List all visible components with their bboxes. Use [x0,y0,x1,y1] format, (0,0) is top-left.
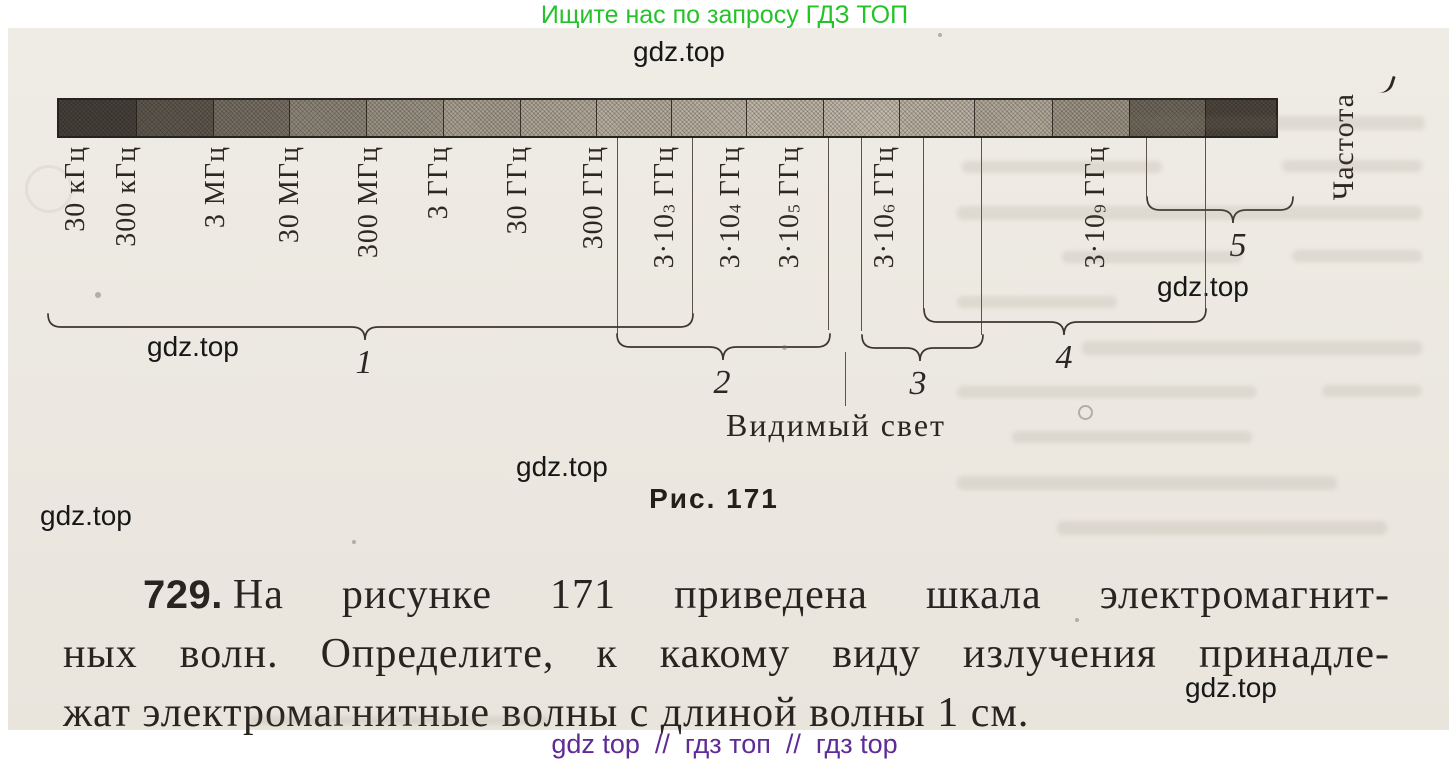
spectrum-bar-segment [289,100,366,136]
boundary-line [692,138,694,314]
tick-label: 300 МГц [353,146,384,259]
problem-paragraph: 729. На рисунке 171 приведена шкала элект… [63,566,1390,743]
boundary-line [617,138,619,334]
bleed-through [1282,160,1422,172]
region-number-1: 1 [355,344,373,381]
bleed-through [1322,385,1422,397]
boundary-line [1146,138,1148,197]
spectrum-bar-segment [745,100,823,136]
watermark: gdz.top [633,36,725,67]
spectrum-bar-segment [596,100,671,136]
promo-header-text: Ищите нас по запросу ГДЗ ТОП [540,1,909,29]
tick-label: 3 ГГц [423,146,454,220]
tick-label: 3·103 ГГц [649,146,680,269]
scan-speck [95,292,101,298]
problem-number: 729. [143,573,223,617]
bleed-through [957,476,1337,490]
tick-label: 30 ГГц [502,146,533,235]
problem-line: 729. На рисунке 171 приведена шкала элект… [143,572,1390,618]
region-number-2: 2 [713,364,731,401]
bleed-through [962,161,1162,173]
watermark: gdz.top [40,500,132,531]
scan-speck [938,33,942,37]
visible-light-label: Видимый свет [725,407,947,443]
scan-speck [782,345,787,350]
tick-label: 3 МГц [200,146,231,229]
tick-label: 30 МГц [274,146,305,244]
spectrum-bar-segment [212,100,290,136]
tick-label: 300 ГГц [578,146,609,250]
visible-light-pointer-line [845,352,847,406]
spectrum-bar-segment [822,100,900,136]
bleed-through [1012,431,1252,443]
boundary-line [861,138,863,331]
spectrum-bar-segment [366,100,443,136]
boundary-line [1205,138,1207,309]
spectrum-bar-segment [135,100,213,136]
watermark: gdz.top [516,451,608,482]
tick-label: 3·105 ГГц [774,146,805,269]
bleed-through [1292,250,1422,262]
problem-line: ных волн. Определите, к какому виду излу… [63,631,1390,677]
watermark: gdz.top [1185,672,1277,703]
scan-speck [1075,618,1079,622]
watermark: gdz.top [147,331,239,362]
bleed-through [250,716,550,725]
bleed-through [1082,341,1422,355]
bleed-through [1095,116,1425,130]
spectrum-bar-segment [899,100,974,136]
tick-label: 3·106 ГГц [869,146,900,269]
spectrum-bar-segment [671,100,746,136]
scan-artifact-ring [25,165,73,213]
spectrum-bar-segment [974,100,1052,136]
promo-footer-text: gdz top // гдз топ // гдз top [551,729,898,759]
region-number-3: 3 [909,365,927,402]
spectrum-bar [57,98,1278,138]
bleed-through [957,206,1422,220]
bleed-through [1062,251,1242,263]
spectrum-bar-segment [1205,100,1276,136]
tick-label: 3·104 ГГц [715,146,746,269]
bleed-through [957,386,1257,398]
spectrum-bar-segment [519,100,597,136]
watermark: gdz.top [1157,271,1249,302]
boundary-line [923,138,925,309]
spectrum-bar-segment [1128,100,1206,136]
boundary-line [981,138,983,335]
region-number-5: 5 [1229,227,1247,264]
spectrum-bar-segment [59,100,136,136]
figure-caption: Рис. 171 [649,483,779,514]
frequency-axis-label: Частота [1327,93,1360,201]
spectrum-bar-segment [1051,100,1129,136]
problem-line: жат электромагнитные волны с длиной волн… [63,690,1030,736]
scan-speck [352,540,356,544]
tick-label: 300 кГц [111,146,142,247]
bleed-through [1057,521,1387,535]
region-number-4: 4 [1055,339,1073,376]
boundary-line [828,138,830,330]
scan-artifact-ring [1078,405,1093,420]
page-background [8,28,1449,730]
bleed-through [957,296,1117,308]
spectrum-bar-segment [442,100,520,136]
